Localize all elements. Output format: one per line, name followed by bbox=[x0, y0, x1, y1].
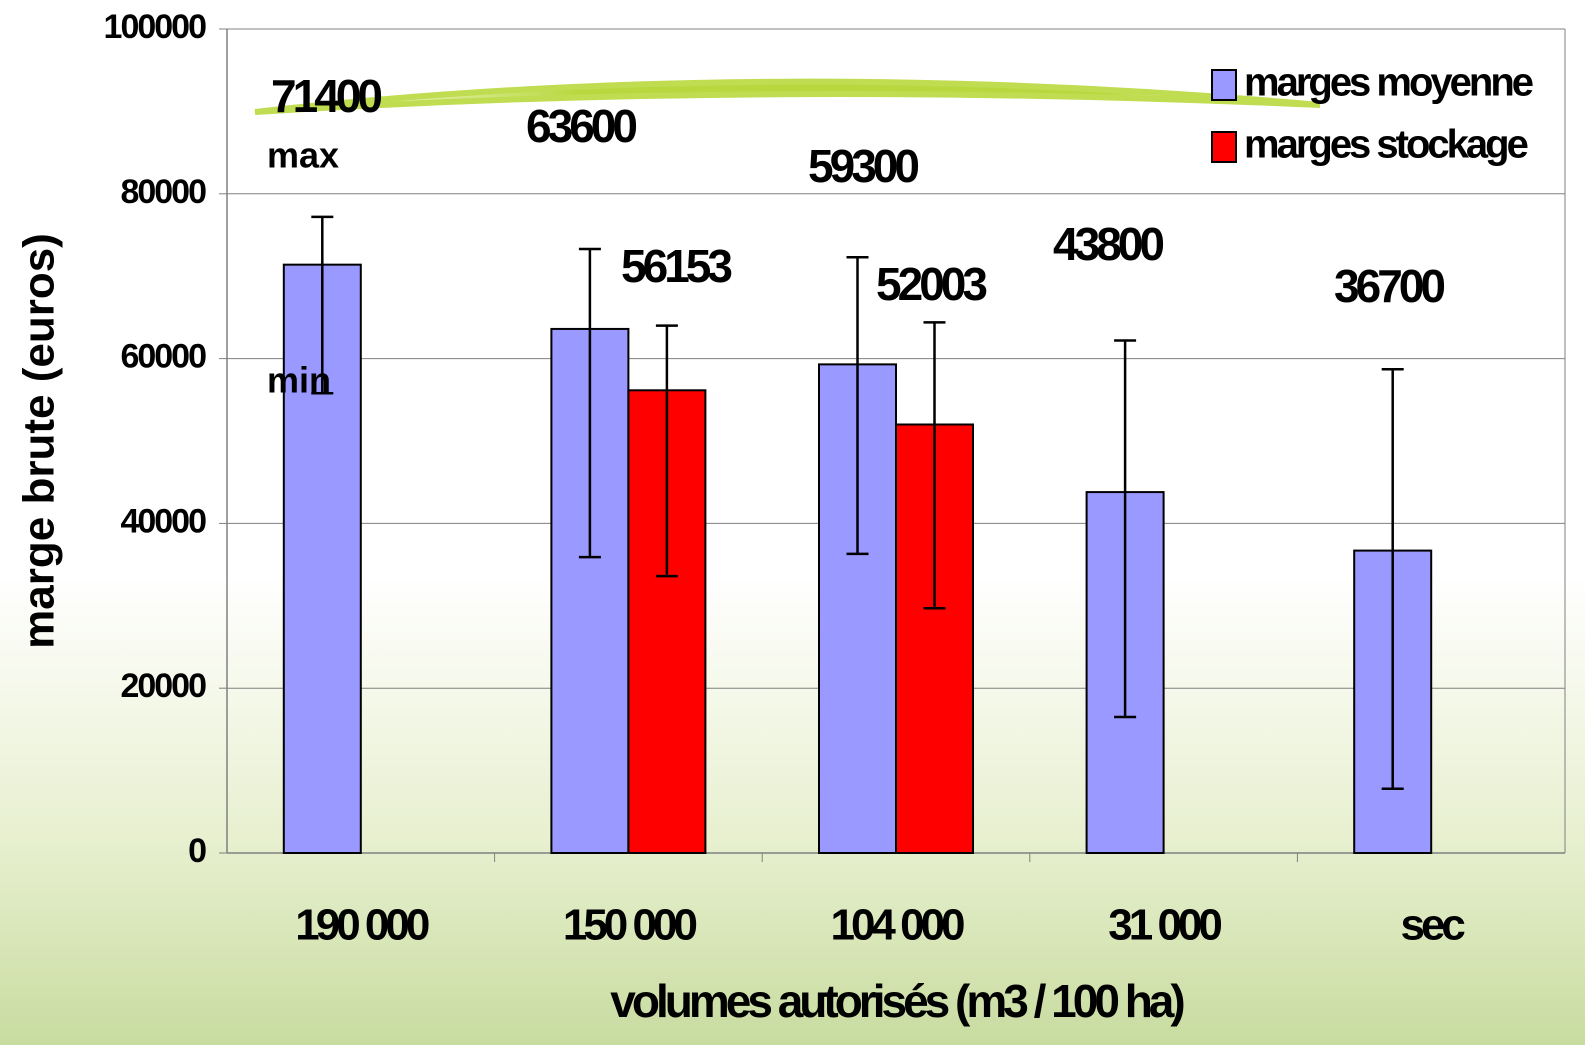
error-bar bbox=[311, 215, 334, 395]
error-bar bbox=[923, 321, 946, 610]
data-label: 71400 bbox=[271, 70, 381, 122]
error-bar bbox=[655, 324, 678, 578]
data-label: 52003 bbox=[876, 258, 986, 310]
y-tick-label: 40000 bbox=[120, 502, 206, 540]
legend-label: marges stockage bbox=[1244, 123, 1528, 167]
annotation: max bbox=[267, 135, 339, 176]
x-tick-label: 31 000 bbox=[1108, 901, 1221, 950]
error-bar bbox=[1381, 368, 1404, 790]
legend-swatch bbox=[1211, 131, 1237, 163]
data-label: 56153 bbox=[621, 240, 731, 292]
decoration-arc bbox=[254, 78, 1321, 115]
error-bar bbox=[846, 255, 869, 556]
annotation: min bbox=[267, 360, 331, 401]
error-bar bbox=[1114, 339, 1137, 719]
y-tick-label: 80000 bbox=[120, 173, 206, 211]
x-tick-label: sec bbox=[1400, 901, 1465, 950]
y-tick-label: 0 bbox=[188, 832, 206, 870]
data-label: 36700 bbox=[1334, 260, 1444, 312]
y-tick-label: 60000 bbox=[120, 338, 206, 376]
y-axis-label: marge brute (euros) bbox=[15, 233, 64, 649]
error-bar bbox=[578, 247, 601, 559]
x-tick-label: 104 000 bbox=[830, 901, 964, 950]
data-label: 59300 bbox=[808, 140, 918, 192]
legend-label: marges moyenne bbox=[1244, 61, 1533, 105]
y-tick-label: 20000 bbox=[120, 667, 206, 705]
x-tick-label: 190 000 bbox=[295, 901, 429, 950]
y-tick-label: 100000 bbox=[104, 8, 207, 46]
legend-swatch bbox=[1211, 69, 1237, 101]
data-label: 43800 bbox=[1053, 218, 1163, 270]
data-label: 63600 bbox=[526, 100, 636, 152]
x-tick-label: 150 000 bbox=[563, 901, 697, 950]
x-axis-label: volumes autorisés (m3 / 100 ha) bbox=[610, 975, 1184, 1027]
